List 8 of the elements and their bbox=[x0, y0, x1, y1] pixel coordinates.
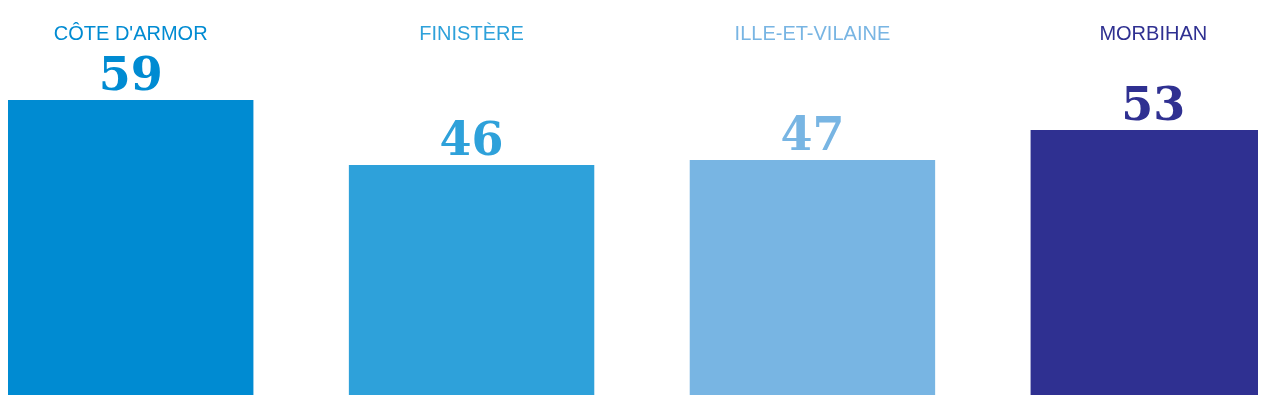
data-label: 53 bbox=[1121, 77, 1186, 131]
data-label: 46 bbox=[439, 112, 504, 166]
x-tick-label: MORBIHAN bbox=[1099, 22, 1208, 44]
data-label: 47 bbox=[780, 107, 845, 161]
x-tick-label: CÔTE D'ARMOR bbox=[53, 22, 208, 44]
data-label: 59 bbox=[98, 47, 163, 101]
x-tick-label: ILLE-ET-VILAINE bbox=[734, 22, 891, 44]
x-tick-label: FINISTÈRE bbox=[419, 22, 524, 44]
